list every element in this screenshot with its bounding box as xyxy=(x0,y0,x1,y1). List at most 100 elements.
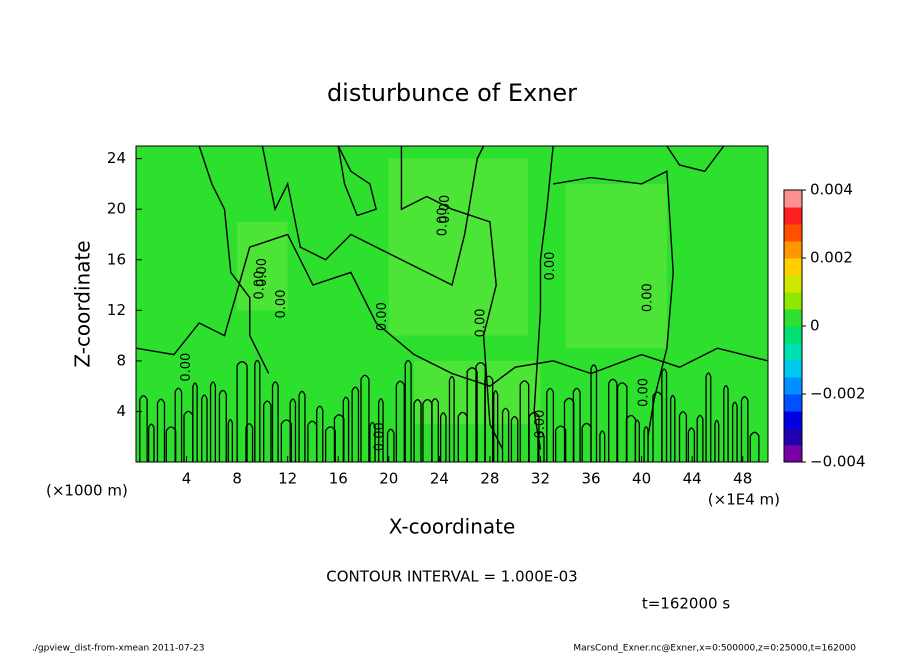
y-axis-label: Z-coordinate xyxy=(71,240,95,367)
x-tick-label: 32 xyxy=(531,470,550,488)
contour-line xyxy=(670,394,676,462)
contour-label: 0.00 xyxy=(543,252,558,281)
contour-line xyxy=(386,428,395,462)
contour-line xyxy=(400,146,504,450)
contour-line xyxy=(484,375,494,462)
x-tick-label: 36 xyxy=(581,470,600,488)
contour-line xyxy=(342,396,350,462)
contour-line xyxy=(466,367,478,462)
contour-line xyxy=(533,145,554,450)
colorbar-band xyxy=(784,394,802,412)
x-tick-label: 40 xyxy=(632,470,651,488)
colorbar-band xyxy=(784,377,802,395)
plot-frame xyxy=(135,145,769,463)
contour-line xyxy=(289,398,297,462)
contour-line xyxy=(546,387,555,462)
contour-line xyxy=(723,384,729,462)
contour-line xyxy=(201,394,208,462)
contour-line xyxy=(493,390,499,462)
contour-line xyxy=(431,398,439,462)
contour-line xyxy=(227,418,234,462)
contour-line xyxy=(271,381,279,462)
y-tick-label: 8 xyxy=(116,351,126,369)
y-tick-label: 24 xyxy=(107,149,126,167)
contour-line xyxy=(599,430,606,462)
y-tick-label: 20 xyxy=(107,200,126,218)
colorbar-tick-label: −0.004 xyxy=(810,453,866,471)
x-tick-label: 16 xyxy=(329,470,348,488)
contour-line xyxy=(147,423,155,462)
contour-line xyxy=(316,405,324,462)
contour-line xyxy=(351,386,360,462)
colorbar-band xyxy=(784,258,802,276)
colorbar-band xyxy=(784,428,802,446)
contour-line xyxy=(625,414,637,462)
contour-line xyxy=(448,375,455,462)
contour-line xyxy=(439,412,447,462)
contour-line xyxy=(519,380,530,462)
x-tick-label: 4 xyxy=(182,470,192,488)
contour-line xyxy=(280,419,293,462)
x-axis-label: X-coordinate xyxy=(389,515,516,539)
contour-line xyxy=(135,233,769,387)
colorbar-tick-label: 0 xyxy=(810,317,820,335)
x-tick-label: 28 xyxy=(480,470,499,488)
contour-line xyxy=(590,364,598,462)
contour-interval: CONTOUR INTERVAL = 1.000E-03 xyxy=(326,568,577,586)
contour-line xyxy=(731,401,738,462)
x-tick-label: 20 xyxy=(379,470,398,488)
contour-line xyxy=(666,145,725,173)
contour-line xyxy=(554,425,567,462)
colorbar-tick-label: 0.002 xyxy=(810,249,853,267)
contour-label: 0.00 xyxy=(533,410,548,439)
contour-label: 0.00 xyxy=(375,302,390,331)
contour-line xyxy=(678,411,688,462)
y-unit: (×1000 m) xyxy=(46,482,128,500)
contour-line xyxy=(740,396,749,462)
contour-line xyxy=(572,387,581,462)
colorbar-band xyxy=(784,207,802,225)
colorbar-band xyxy=(784,309,802,327)
contour-label: 0.00 xyxy=(252,271,267,300)
contour-line xyxy=(404,359,412,462)
contour-label: 0.00 xyxy=(637,378,652,407)
contour-line xyxy=(696,414,704,462)
contour-line xyxy=(369,421,376,462)
contour-line xyxy=(643,426,649,462)
contour-line xyxy=(705,372,712,462)
contour-line xyxy=(608,378,618,462)
contour-line xyxy=(236,361,248,462)
contour-line xyxy=(156,398,166,462)
x-tick-label: 8 xyxy=(232,470,242,488)
contour-line xyxy=(324,426,336,462)
x-unit: (×1E4 m) xyxy=(708,491,780,509)
contour-line xyxy=(714,419,720,462)
contour-line xyxy=(198,145,270,374)
y-tick-label: 16 xyxy=(107,250,126,268)
contour-label: 0.00 xyxy=(179,353,194,382)
light-region xyxy=(565,183,667,349)
contour-line xyxy=(395,380,405,462)
contour-label: 0.00 xyxy=(372,422,387,451)
contour-line xyxy=(245,423,254,462)
contour-line xyxy=(687,427,696,462)
colorbar-band xyxy=(784,224,802,242)
light-region xyxy=(388,158,528,336)
contour-line xyxy=(553,170,674,437)
contour-line xyxy=(139,395,148,462)
contour-line xyxy=(661,368,668,462)
x-tick-label: 24 xyxy=(430,470,449,488)
time-label: t=162000 s xyxy=(642,595,730,613)
x-tick-label: 48 xyxy=(733,470,752,488)
colorbar-band xyxy=(784,190,802,208)
contour-line xyxy=(261,145,485,287)
contour-line xyxy=(413,399,422,462)
colorbar-band xyxy=(784,343,802,361)
x-tick-label: 44 xyxy=(683,470,702,488)
contour-line xyxy=(263,400,272,462)
contour-label: 0.00 xyxy=(274,290,289,319)
colorbar-band xyxy=(784,411,802,429)
contour-label: 0.00 xyxy=(255,258,270,287)
contour-line xyxy=(749,431,760,462)
